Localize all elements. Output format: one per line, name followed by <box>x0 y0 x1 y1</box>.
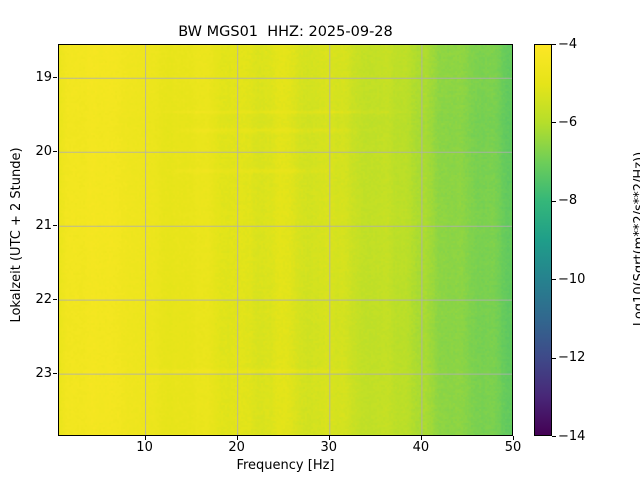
x-tick-mark <box>144 436 146 440</box>
spectrogram-heatmap <box>59 45 512 435</box>
y-tick-label: 23 <box>35 365 52 381</box>
x-axis-label: Frequency [Hz] <box>236 458 335 473</box>
y-tick-label: 19 <box>35 69 52 85</box>
y-tick-label: 20 <box>35 143 52 159</box>
y-axis-tick-marks <box>53 0 59 480</box>
colorbar-gradient <box>535 45 551 435</box>
colorbar[interactable] <box>534 44 552 436</box>
x-tick-mark <box>513 436 514 440</box>
colorbar-tick-mark <box>552 200 556 202</box>
colorbar-tick-label: −14 <box>558 428 586 444</box>
y-tick-label: 22 <box>35 291 52 307</box>
x-tick-label: 20 <box>228 440 245 455</box>
y-tick-mark <box>53 299 57 301</box>
x-tick-mark <box>236 436 238 440</box>
y-axis-tick-labels: 19 20 21 22 23 <box>0 0 52 480</box>
colorbar-tick-mark <box>552 44 556 45</box>
y-axis-label: Lokalzeit (UTC + 2 Stunde) <box>9 147 24 323</box>
x-tick-mark <box>328 436 330 440</box>
y-tick-mark <box>53 373 57 375</box>
y-tick-mark <box>53 77 57 79</box>
y-tick-mark <box>53 225 57 227</box>
x-tick-label: 50 <box>504 440 522 455</box>
x-tick-mark <box>420 436 422 440</box>
colorbar-tick-mark <box>552 279 556 281</box>
colorbar-tick-mark <box>552 436 556 437</box>
page-title: BW MGS01 HHZ: 2025-09-28 <box>178 24 393 40</box>
y-tick-label: 21 <box>35 217 52 233</box>
colorbar-tick-label: −8 <box>558 193 578 209</box>
x-tick-label: 10 <box>136 440 153 455</box>
colorbar-tick-label: −4 <box>558 36 578 52</box>
colorbar-label: Log10(Sqrt(m**2/s**2/Hz)) <box>632 151 640 327</box>
colorbar-tick-mark <box>552 357 556 359</box>
colorbar-tick-mark <box>552 122 556 124</box>
colorbar-tick-label: −6 <box>558 114 578 130</box>
x-tick-label: 40 <box>412 440 430 455</box>
colorbar-tick-label: −10 <box>558 271 586 287</box>
colorbar-tick-label: −12 <box>558 350 586 366</box>
y-tick-mark <box>53 151 57 153</box>
spectrogram-axes[interactable] <box>58 44 513 436</box>
x-tick-label: 30 <box>320 440 338 455</box>
